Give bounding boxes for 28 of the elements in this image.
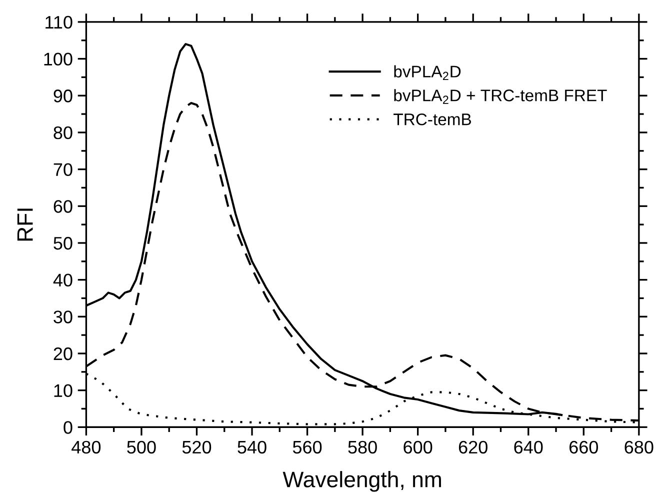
x-axis-title: Wavelength, nm [282, 471, 441, 492]
y-axis-title: RFI [17, 208, 33, 241]
y-tick-label: 110 [46, 16, 72, 29]
x-tick-label: 540 [238, 440, 266, 454]
x-tick-label: 480 [72, 440, 101, 454]
x-tick-label: 580 [348, 440, 377, 454]
x-tick-label: 660 [570, 440, 598, 454]
y-tick-label: 20 [54, 347, 72, 360]
y-tick-label: 100 [44, 52, 72, 66]
y-tick-label: 70 [54, 163, 72, 176]
x-tick-label: 620 [458, 440, 488, 454]
x-tick-label: 640 [514, 440, 543, 454]
legend-label: bvPLA$_{2}$D + TRC-temB FRET [394, 89, 607, 104]
y-tick-label: 40 [53, 274, 72, 287]
y-tick-label: 10 [54, 384, 72, 398]
x-tick-label: 600 [404, 440, 432, 454]
y-tick-label: 30 [54, 310, 72, 324]
legend-label: TRC-temB [394, 114, 471, 126]
y-tick-label: 90 [54, 90, 72, 102]
y-tick-label: 60 [54, 200, 72, 213]
y-tick-label: 50 [54, 236, 72, 250]
x-tick-label: 500 [127, 440, 156, 454]
x-tick-label: 520 [182, 440, 212, 454]
legend-label: bvPLA$_{2}$D [394, 65, 461, 80]
x-tick-label: 680 [624, 440, 654, 454]
y-tick-label: 80 [54, 126, 72, 140]
x-tick-label: 560 [292, 440, 322, 454]
y-tick-label: 0 [64, 421, 72, 434]
